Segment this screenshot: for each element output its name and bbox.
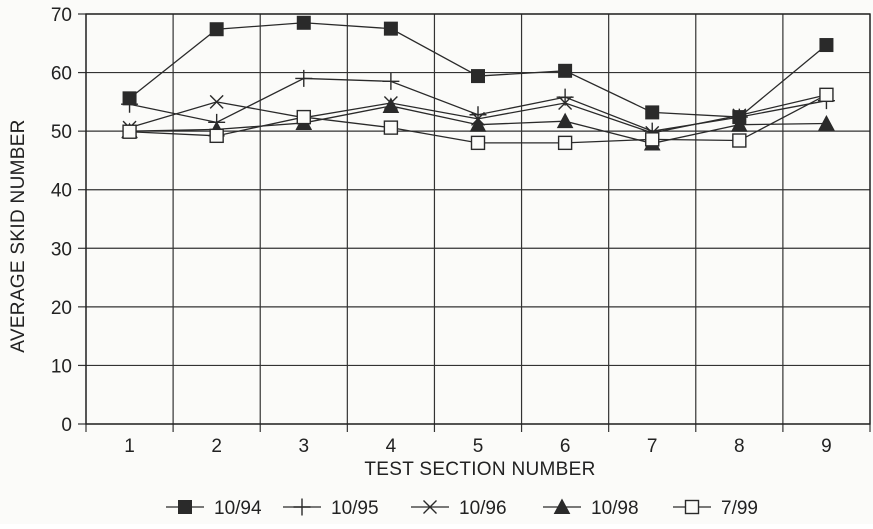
y-tick-label: 60 xyxy=(51,64,72,85)
legend-marker xyxy=(178,500,192,514)
x-tick-label: 8 xyxy=(734,436,745,457)
data-point-1 xyxy=(471,69,485,84)
data-point-1 xyxy=(383,21,398,36)
data-point-5 xyxy=(819,87,834,103)
x-axis-title: TEST SECTION NUMBER xyxy=(364,459,595,480)
data-point-4 xyxy=(818,114,835,131)
data-point-5 xyxy=(470,135,486,151)
data-point-5 xyxy=(645,132,660,147)
data-point-5 xyxy=(209,128,224,144)
y-tick-label: 30 xyxy=(51,239,72,260)
data-point-2 xyxy=(295,69,313,87)
data-point-3 xyxy=(209,94,224,109)
data-point-4 xyxy=(382,97,400,113)
data-point-5 xyxy=(732,133,747,148)
data-point-1 xyxy=(819,38,834,53)
legend-label: 10/98 xyxy=(591,498,639,519)
legend-label: 10/94 xyxy=(214,498,262,519)
legend-label: 10/95 xyxy=(331,498,379,519)
data-point-5 xyxy=(296,109,311,125)
x-tick-label: 9 xyxy=(821,436,832,457)
data-point-1 xyxy=(645,105,660,120)
data-point-3 xyxy=(732,108,747,123)
y-tick-label: 70 xyxy=(51,5,72,26)
axes: 0 10 20 30 40 50 60 70 1 2 3 4 5 6 7 8 9 xyxy=(51,5,871,457)
x-tick-label: 6 xyxy=(560,436,571,457)
legend-label: 7/99 xyxy=(721,498,758,519)
legend-marker xyxy=(293,498,311,516)
y-axis-title: AVERAGE SKID NUMBER xyxy=(8,119,29,352)
x-tick-label: 7 xyxy=(647,436,658,457)
y-tick-label: 10 xyxy=(51,356,72,377)
data-point-1 xyxy=(558,63,573,78)
data-point-2 xyxy=(382,72,400,90)
x-tick-label: 2 xyxy=(211,436,222,457)
data-point-5 xyxy=(557,135,573,151)
y-tick-label: 20 xyxy=(51,298,72,319)
legend: 10/94 10/95 10/96 10/98 7/99 xyxy=(166,498,758,519)
y-tick-label: 0 xyxy=(61,415,72,436)
x-tick-label: 4 xyxy=(386,436,397,457)
x-tick-label: 1 xyxy=(124,436,135,457)
data-point-4 xyxy=(469,116,487,132)
data-point-3 xyxy=(558,96,573,111)
legend-marker xyxy=(553,498,571,514)
data-point-1 xyxy=(296,15,311,30)
x-tick-label: 3 xyxy=(298,436,309,457)
x-tick-label: 5 xyxy=(473,436,484,457)
legend-marker xyxy=(684,499,700,515)
data-point-2 xyxy=(121,95,139,113)
plot-frame xyxy=(85,13,871,425)
y-tick-label: 50 xyxy=(51,122,72,143)
data-point-1 xyxy=(209,22,224,37)
legend-marker xyxy=(423,500,437,514)
data-point-4 xyxy=(730,116,748,132)
series-markers xyxy=(121,15,835,151)
data-point-5 xyxy=(383,120,399,135)
data-point-5 xyxy=(122,124,137,139)
legend-label: 10/96 xyxy=(459,498,507,519)
y-tick-label: 40 xyxy=(51,181,72,202)
data-point-4 xyxy=(556,112,574,129)
